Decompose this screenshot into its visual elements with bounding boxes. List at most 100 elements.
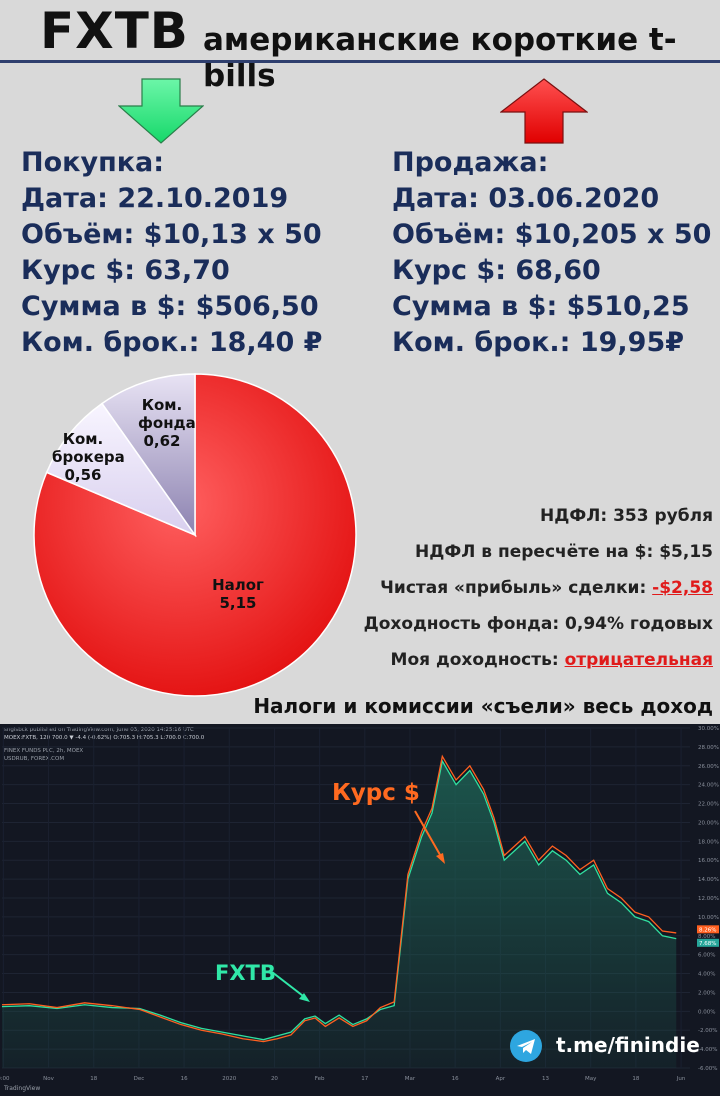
y-tick-label: 28.00% [698, 745, 719, 751]
sell-rate: Курс $: 68,60 [392, 255, 601, 286]
y-tick-label: 0.00% [698, 1009, 715, 1015]
y-tick-label: 2.00% [698, 990, 715, 996]
buy-sum: Сумма в $: $506,50 [21, 291, 319, 322]
x-tick-label: Jun [676, 1076, 686, 1082]
chart-series-fxtb: FINEX FUNDS PLC, 2h, MOEX [4, 748, 84, 754]
buy-date: Дата: 22.10.2019 [21, 183, 289, 214]
x-tick-label: 2020 [222, 1076, 236, 1082]
buy-heading: Покупка: [21, 147, 165, 178]
x-tick-label: 18 [632, 1076, 639, 1082]
subtitle: американские короткие t-bills [203, 22, 677, 94]
annotation-usd: Курс $ [332, 780, 420, 806]
last-value-label-fxtb: 7.68% [699, 941, 716, 947]
pie-chart: Налог 5,15 Ком. брокера 0,56 Ком. фонда … [20, 360, 370, 700]
x-tick-label: Nov [43, 1076, 54, 1082]
y-tick-label: 10.00% [698, 915, 719, 921]
header-rule [0, 60, 720, 63]
sell-date: Дата: 03.06.2020 [392, 183, 660, 214]
stat-ndfl: НДФЛ: 353 рубля [540, 506, 713, 526]
buy-volume: Объём: $10,13 х 50 [21, 219, 322, 250]
telegram-link[interactable]: t.me/finindie [556, 1033, 700, 1057]
x-tick-label: 16 [181, 1076, 188, 1082]
buy-rate: Курс $: 63,70 [21, 255, 230, 286]
stat-my-yield: Моя доходность: отрицательная [364, 648, 713, 684]
pie-slice-fund [101, 373, 196, 538]
pie-label-tax-name: Налог [212, 576, 264, 594]
y-tick-label: 22.00% [698, 802, 719, 808]
chart-publish-info: snglsbck published on TradingView.com, J… [4, 727, 194, 733]
ticker-title: FXTB [40, 2, 189, 60]
last-value-badge-fxtb [697, 938, 719, 947]
pie-label-tax: Налог 5,15 [198, 576, 278, 612]
annotation-usd-arrow [414, 810, 445, 864]
last-value-badge-usd [697, 925, 719, 934]
sell-volume: Объём: $10,205 х 50 [392, 219, 712, 250]
last-value-label-usd: 8.26% [699, 927, 716, 933]
pie-slice-broker [45, 402, 198, 537]
pie-label-broker-name: Ком. брокера [48, 430, 125, 466]
x-tick-label: 17 [361, 1076, 368, 1082]
x-tick-label: 13 [542, 1076, 549, 1082]
y-tick-label: 24.00% [698, 783, 719, 789]
x-tick-label: Apr [496, 1076, 506, 1082]
x-tick-label: 16 [452, 1076, 459, 1082]
stat-my-yield-label: Моя доходность: [390, 650, 565, 670]
stat-net-profit-label: Чистая «прибыль» сделки: [380, 578, 653, 598]
series-line-fxtb [1, 759, 677, 1041]
x-tick-label: 0:00 [0, 1076, 10, 1082]
tradingview-chart: snglsbck published on TradingView.com, J… [0, 724, 720, 1096]
stat-net-profit-value: -$2,58 [652, 578, 713, 598]
pie-label-broker-text: Ком. брокера [52, 430, 125, 466]
annotation-fxtb-arrow [271, 971, 310, 1002]
telegram-icon [510, 1030, 542, 1062]
y-tick-label: 4.00% [698, 972, 715, 978]
pie-label-broker-value: 0,56 [64, 466, 102, 484]
pie-label-fund-text: Ком. фонда [138, 396, 196, 432]
line-chart-svg: 30.00% 28.00% 26.00% 24.00% 22.00% 20.00% 18.0… [0, 726, 719, 1082]
y-tick-label: 20.00% [698, 820, 719, 826]
y-tick-label: 12.00% [698, 896, 719, 902]
stats-block: НДФЛ: 353 рубля НДФЛ в пересчёте на $: $… [364, 504, 713, 684]
y-tick-label: 14.00% [698, 877, 719, 883]
x-tick-label: 18 [90, 1076, 97, 1082]
x-tick-label: Dec [134, 1076, 145, 1082]
header: FXTB американские короткие t-bills [0, 0, 720, 94]
series-line-usd [1, 754, 677, 1043]
stat-fund-yield: Доходность фонда: 0,94% годовых [363, 614, 713, 634]
stat-net-profit: Чистая «прибыль» сделки: -$2,58 [364, 576, 713, 612]
y-tick-label: 8.00% [698, 934, 715, 940]
y-tick-label: 26.00% [698, 764, 719, 770]
stat-my-yield-value: отрицательная [564, 650, 713, 670]
conclusion-text: Налоги и комиссии «съели» весь доход [253, 694, 713, 718]
buy-commission: Ком. брок.: 18,40 ₽ [21, 327, 323, 358]
y-tick-label: -2.00% [698, 1028, 717, 1034]
y-tick-label: 6.00% [698, 953, 715, 959]
buy-block: Покупка: Дата: 22.10.2019 Объём: $10,13 … [21, 145, 322, 361]
y-tick-label: 18.00% [698, 839, 719, 845]
arrow-up-icon [500, 78, 588, 144]
y-tick-label: -6.00% [698, 1066, 717, 1072]
chart-symbol-info: MOEX:FXTB, 120 700.0 ▼ -4.4 (-0.62%) O:7… [4, 735, 205, 741]
pie-label-fund-name: Ком. фонда [132, 396, 196, 432]
pie-label-fund: Ком. фонда 0,62 [132, 396, 196, 450]
x-tick-label: May [585, 1076, 597, 1082]
pie-label-fund-value: 0,62 [143, 432, 181, 450]
y-tick-label: -4.00% [698, 1047, 717, 1053]
sell-commission: Ком. брок.: 19,95₽ [392, 327, 685, 358]
tradingview-logo: TradingView [4, 1085, 41, 1092]
arrow-down-icon [118, 78, 204, 144]
x-tick-label: 20 [271, 1076, 278, 1082]
pie-label-tax-value: 5,15 [219, 594, 257, 612]
sell-sum: Сумма в $: $510,25 [392, 291, 690, 322]
y-tick-label: 16.00% [698, 858, 719, 864]
y-tick-label: 30.00% [698, 726, 719, 732]
x-tick-label: Mar [405, 1076, 416, 1082]
sell-block: Продажа: Дата: 03.06.2020 Объём: $10,205… [392, 145, 711, 361]
pie-chart-svg [33, 373, 357, 697]
pie-label-broker: Ком. брокера 0,56 [48, 430, 125, 484]
chart-series-usdrub: USDRUB, FOREX.COM [4, 756, 65, 762]
series-area-fxtb [2, 761, 677, 1068]
annotation-fxtb: FXTB [215, 961, 276, 985]
stat-ndfl-usd: НДФЛ в пересчёте на $: $5,15 [415, 542, 713, 562]
sell-heading: Продажа: [392, 147, 549, 178]
